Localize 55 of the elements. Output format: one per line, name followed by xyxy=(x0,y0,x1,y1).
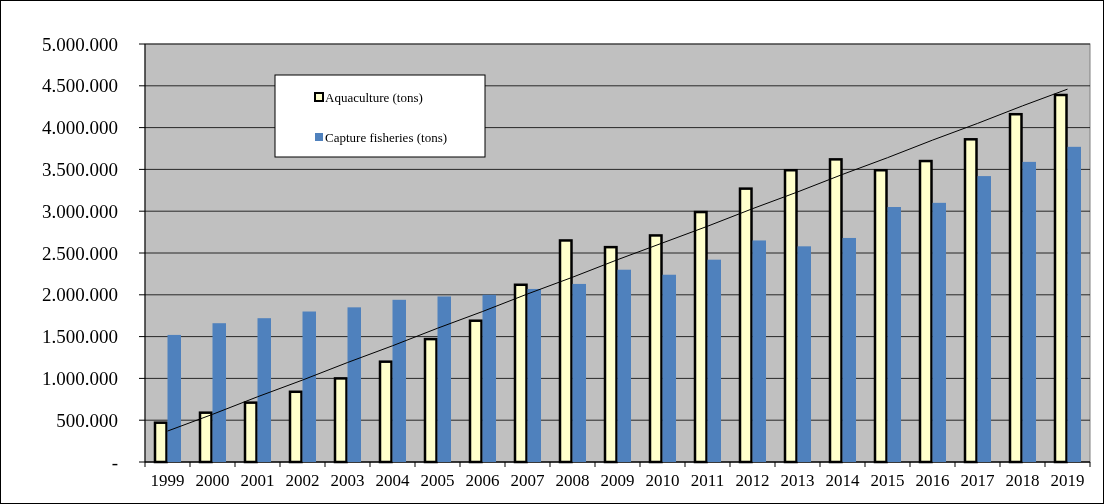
y-tick-label: 1.000.000 xyxy=(42,368,118,390)
x-tick-label: 2004 xyxy=(375,471,410,490)
legend-label: Aquaculture (tons) xyxy=(325,89,423,105)
bar xyxy=(257,318,271,462)
bar xyxy=(1022,161,1036,462)
y-tick-label: 500.000 xyxy=(56,409,118,431)
bar xyxy=(572,283,586,462)
x-tick-label: 2006 xyxy=(465,471,500,490)
bar xyxy=(212,323,226,462)
bar xyxy=(842,237,856,462)
x-tick-label: 2014 xyxy=(825,471,860,490)
x-tick-label: 2000 xyxy=(195,471,230,490)
bar xyxy=(707,259,721,462)
bar xyxy=(662,274,676,462)
x-tick-label: 2011 xyxy=(690,471,725,490)
x-tick-label: 2016 xyxy=(915,471,950,490)
x-tick-label: 2012 xyxy=(735,471,770,490)
x-tick-label: 2013 xyxy=(780,471,815,490)
x-tick-label: 2001 xyxy=(240,471,275,490)
bar xyxy=(392,299,406,462)
x-tick-label: 2005 xyxy=(420,471,455,490)
x-tick-label: 2003 xyxy=(330,471,365,490)
y-tick-label: 5.000.000 xyxy=(42,33,118,55)
bar xyxy=(617,269,631,462)
bar xyxy=(887,207,901,462)
y-tick-label: 3.500.000 xyxy=(42,159,118,181)
x-tick-label: 2017 xyxy=(960,471,995,490)
x-tick-label: 2018 xyxy=(1005,471,1040,490)
bar xyxy=(167,334,181,462)
x-tick-label: 2009 xyxy=(600,471,635,490)
bar xyxy=(347,307,361,462)
y-tick-label: 4.500.000 xyxy=(42,75,118,97)
bar xyxy=(482,294,496,462)
bar xyxy=(797,246,811,462)
x-tick-label: 2019 xyxy=(1050,471,1085,490)
x-tick-label: 1999 xyxy=(150,471,185,490)
y-tick-label: 1.500.000 xyxy=(42,326,118,348)
y-tick-label: 2.500.000 xyxy=(42,242,118,264)
x-tick-label: 2010 xyxy=(645,471,680,490)
bar xyxy=(527,288,541,462)
y-tick-label: 3.000.000 xyxy=(42,200,118,222)
bar xyxy=(977,176,991,462)
y-tick-label: 2.000.000 xyxy=(42,284,118,306)
bar xyxy=(302,311,316,462)
x-tick-label: 2015 xyxy=(870,471,905,490)
y-tick-label: - xyxy=(111,451,118,473)
bar xyxy=(437,296,451,462)
y-tick-label: 4.000.000 xyxy=(42,117,118,139)
x-tick-label: 2007 xyxy=(510,471,545,490)
bar xyxy=(752,240,766,462)
bar xyxy=(932,202,946,462)
x-tick-label: 2002 xyxy=(285,471,320,490)
bar xyxy=(1067,146,1081,462)
x-tick-label: 2008 xyxy=(555,471,590,490)
legend-label: Capture fisheries (tons) xyxy=(325,129,448,145)
